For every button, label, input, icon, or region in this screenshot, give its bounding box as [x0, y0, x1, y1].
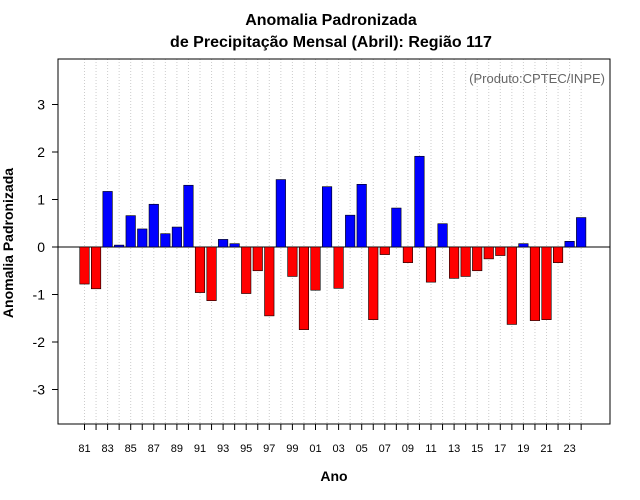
x-tick-label: 05 [356, 443, 368, 455]
bar-89 [171, 226, 182, 248]
bar-18 [506, 246, 517, 325]
bar-12 [437, 223, 448, 248]
bar-15 [472, 246, 483, 272]
y-tick-label: 1 [37, 192, 45, 208]
x-axis-title: Ano [320, 468, 347, 484]
bar-14 [460, 246, 471, 277]
bar-91 [194, 246, 206, 293]
x-tick-label: 97 [263, 443, 275, 455]
x-tick-label: 07 [379, 443, 391, 455]
x-tick-label: 11 [425, 443, 436, 455]
bar-03 [333, 246, 344, 289]
y-axis-title: Anomalia Padronizada [0, 168, 16, 318]
x-tick-label: 09 [402, 443, 414, 455]
bar-22 [552, 246, 564, 263]
bar-11 [425, 246, 437, 283]
y-tick-label: -2 [33, 334, 46, 350]
x-tick-label: 85 [125, 443, 137, 455]
bar-94 [229, 243, 240, 248]
x-tick-label: 89 [171, 443, 183, 455]
bar-16 [483, 246, 494, 260]
bar-00 [298, 246, 310, 330]
y-tick-label: -3 [33, 382, 46, 398]
x-tick-label: 23 [563, 443, 575, 455]
bar-20 [529, 246, 541, 321]
x-tick-label: 19 [517, 443, 529, 455]
chart-title-line2: de Precipitação Mensal (Abril): Região 1… [170, 34, 492, 51]
bar-87 [148, 203, 159, 248]
y-tick-label: 2 [37, 144, 45, 160]
bar-06 [368, 246, 379, 320]
source-annotation: (Produto:CPTEC/INPE) [469, 71, 605, 86]
x-tick-label: 91 [194, 443, 206, 455]
bar-10 [414, 155, 425, 248]
x-tick-label: 83 [101, 443, 113, 455]
vertical-grid [84, 59, 582, 424]
bar-09 [402, 246, 413, 263]
bar-84 [114, 244, 125, 248]
y-tick-label: 3 [37, 97, 45, 113]
bar-95 [241, 246, 252, 294]
bar-83 [102, 191, 113, 248]
y-tick-label: 0 [37, 239, 45, 255]
chart-title-line1: Anomalia Padronizada [245, 12, 417, 29]
bar-01 [310, 246, 321, 291]
bar-92 [206, 246, 217, 301]
x-tick-label: 87 [148, 443, 160, 455]
bar-86 [137, 228, 148, 248]
bar-08 [391, 207, 402, 248]
x-tick-label: 03 [332, 443, 344, 455]
y-axis: -3 -2 -1 0 1 2 3 [33, 97, 58, 398]
bar-07 [379, 246, 390, 255]
bar-99 [287, 246, 298, 277]
bar-96 [252, 246, 263, 272]
x-tick-label: 15 [471, 443, 483, 455]
bars-group [79, 155, 587, 330]
x-tick-label: 01 [309, 443, 321, 455]
x-axis: 81 83 85 87 89 91 93 95 97 99 01 03 05 07 09 11 13 15 17 19… [78, 424, 582, 455]
bar-81 [79, 246, 90, 285]
bar-19 [518, 243, 529, 248]
x-tick-label: 99 [286, 443, 298, 455]
x-tick-label: 81 [78, 443, 90, 455]
bar-98 [275, 179, 286, 248]
bar-02 [321, 186, 333, 248]
bar-23 [564, 241, 575, 248]
plot-frame [57, 58, 611, 425]
bar-82 [91, 246, 102, 290]
x-tick-label: 17 [494, 443, 506, 455]
x-tick-label: 95 [240, 443, 252, 455]
x-tick-label: 93 [217, 443, 229, 455]
x-tick-label: 13 [448, 443, 460, 455]
bar-97 [264, 246, 275, 317]
bar-93 [218, 239, 229, 248]
bar-88 [160, 233, 171, 248]
bar-21 [541, 246, 552, 320]
bar-24 [576, 217, 587, 248]
bar-05 [356, 184, 367, 248]
bar-04 [345, 214, 356, 248]
bar-17 [495, 246, 506, 256]
y-tick-label: -1 [33, 287, 46, 303]
bar-90 [183, 184, 194, 248]
x-tick-label: 21 [540, 443, 552, 455]
bar-85 [125, 215, 136, 248]
bar-13 [449, 246, 460, 279]
